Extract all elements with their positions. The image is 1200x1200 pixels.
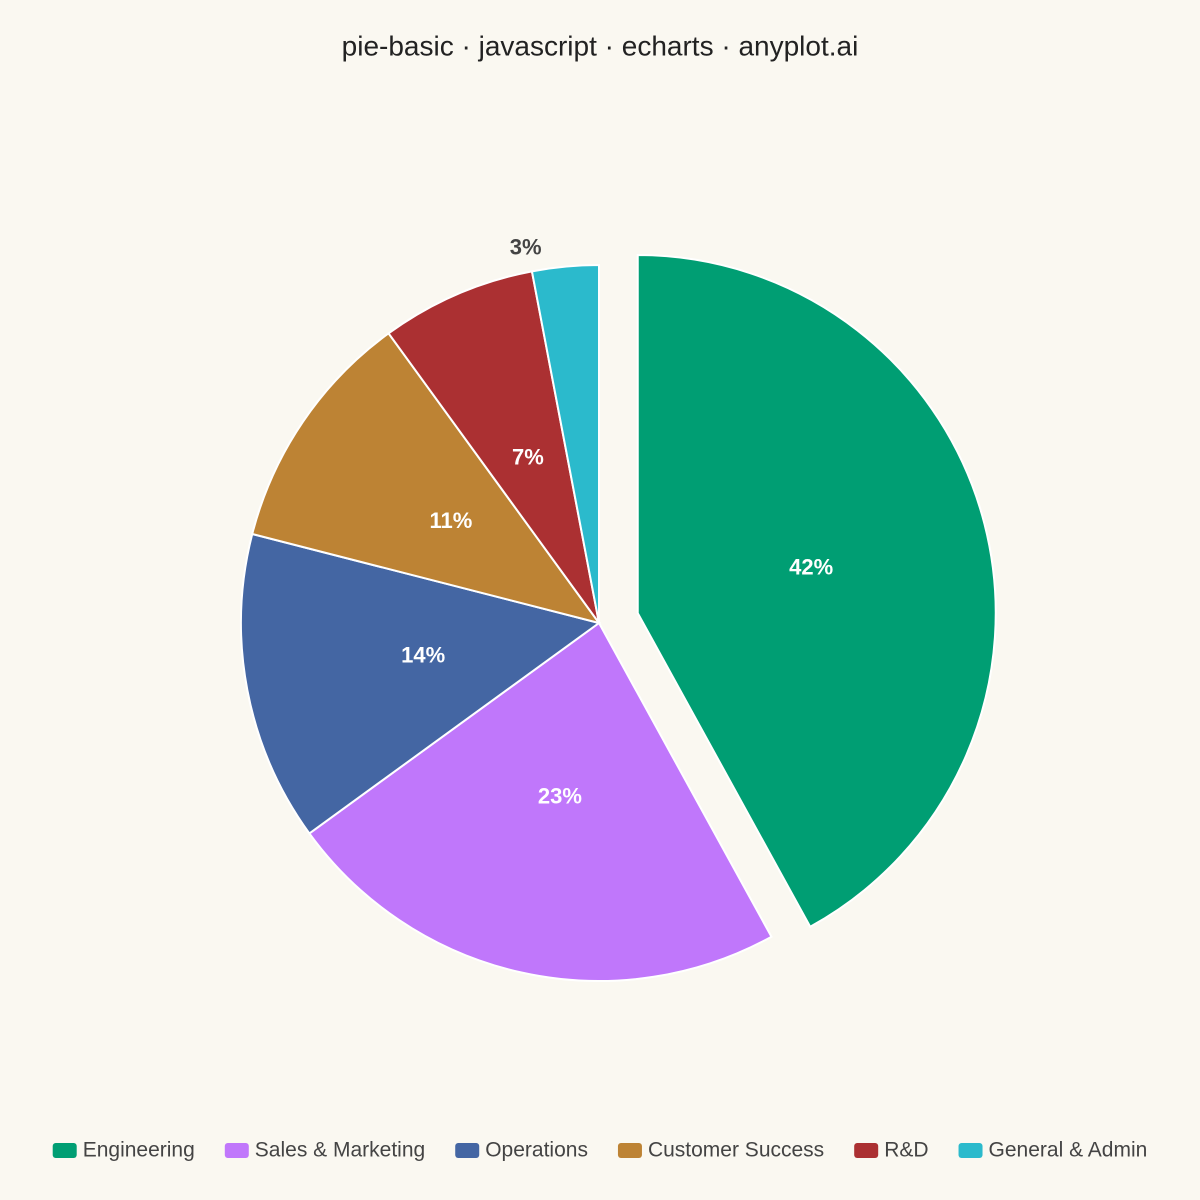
legend-swatch: [958, 1143, 983, 1158]
slice-label: 7%: [512, 445, 544, 470]
legend-swatch: [617, 1143, 642, 1158]
slice-label: 23%: [538, 784, 582, 809]
legend-label: R&D: [884, 1139, 928, 1162]
pie-slice: [251, 331, 602, 625]
slice-label: 14%: [401, 642, 445, 667]
pie-slice: [387, 270, 600, 624]
pie-slice: [636, 254, 997, 929]
legend-label: General & Admin: [989, 1139, 1148, 1162]
legend-swatch: [854, 1143, 879, 1158]
legend-swatch: [224, 1143, 249, 1158]
chart-title: pie-basic · javascript · echarts · anypl…: [342, 30, 859, 61]
legend: Engineering Sales & Marketing Operations Cu…: [52, 1139, 1148, 1162]
legend-swatch: [52, 1143, 77, 1158]
legend-label: Customer Success: [648, 1139, 824, 1162]
legend-label: Engineering: [83, 1139, 195, 1162]
pie-slice: [240, 532, 602, 835]
legend-label: Operations: [485, 1139, 588, 1162]
slice-label: 3%: [510, 234, 542, 259]
legend-label: Sales & Marketing: [255, 1139, 425, 1162]
legend-swatch: [455, 1143, 480, 1158]
slice-label: 42%: [789, 554, 833, 579]
pie-slice: [530, 263, 600, 624]
pie-slice: [307, 621, 773, 982]
slice-label: 11%: [430, 508, 473, 533]
